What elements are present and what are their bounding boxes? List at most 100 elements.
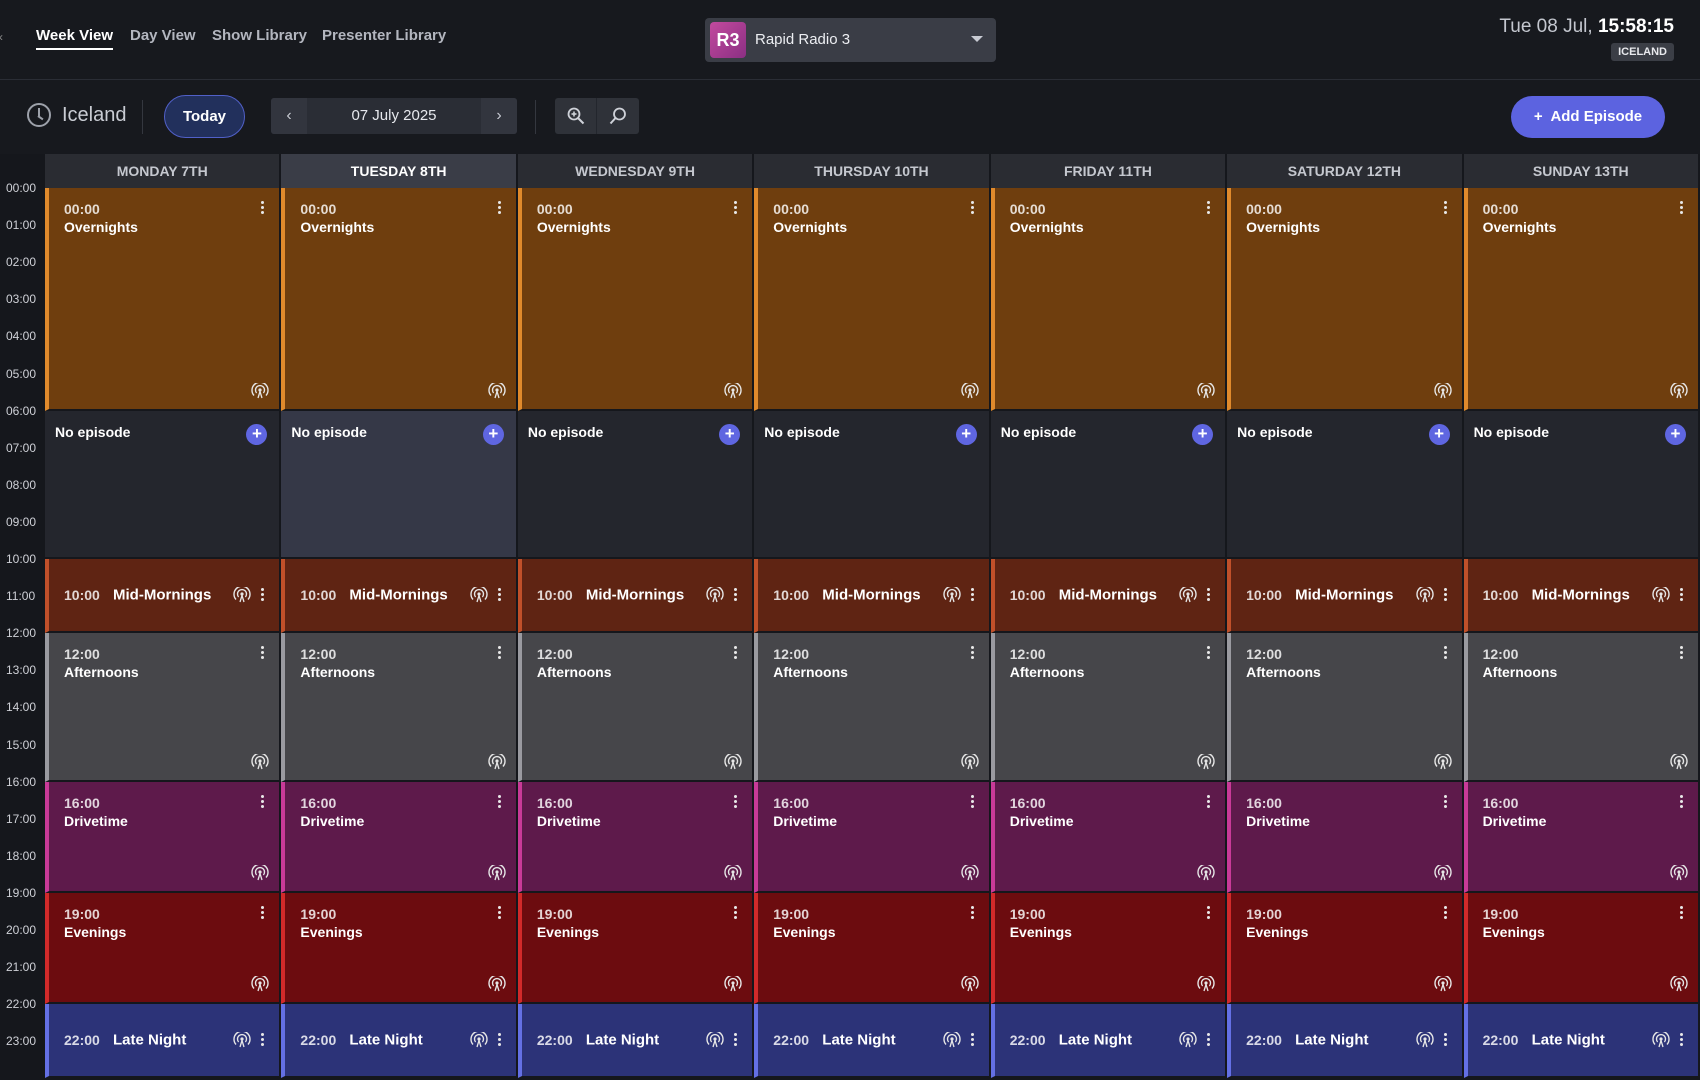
tab-day-view[interactable]: Day View [130, 27, 196, 44]
episode-block[interactable]: 10:00 Mid-Mornings [1463, 559, 1698, 634]
more-options-icon[interactable] [1207, 588, 1211, 602]
more-options-icon[interactable] [497, 1033, 502, 1047]
station-selector[interactable]: R3 Rapid Radio 3 [705, 18, 996, 62]
episode-block[interactable]: 12:00 Afternoons [517, 633, 753, 782]
episode-block[interactable]: 19:00 Evenings [517, 892, 753, 1005]
more-options-icon[interactable] [734, 1033, 738, 1047]
episode-block[interactable]: 00:00 Overnights [1227, 188, 1462, 411]
episode-block[interactable]: 12:00 Afternoons [1463, 633, 1698, 782]
more-options-icon[interactable] [261, 201, 265, 215]
more-options-icon[interactable] [970, 646, 975, 660]
more-options-icon[interactable] [261, 905, 265, 920]
more-options-icon[interactable] [1207, 201, 1211, 215]
tab-show-library[interactable]: Show Library [212, 27, 308, 44]
more-options-icon[interactable] [261, 794, 265, 809]
add-episode-icon[interactable]: + [1428, 423, 1450, 445]
episode-block[interactable]: 12:00 Afternoons [281, 633, 516, 782]
more-options-icon[interactable] [1679, 794, 1684, 809]
zoom-out-button[interactable] [597, 98, 639, 134]
more-options-icon[interactable] [734, 905, 738, 920]
episode-block[interactable]: 12:00 Afternoons [754, 633, 989, 782]
empty-slot[interactable]: No episode + [1227, 410, 1462, 559]
episode-block[interactable]: 12:00 Afternoons [1227, 633, 1462, 782]
episode-block[interactable]: 00:00 Overnights [990, 188, 1226, 411]
more-options-icon[interactable] [1443, 201, 1448, 215]
episode-block[interactable]: 16:00 Drivetime [1463, 781, 1698, 893]
more-options-icon[interactable] [261, 646, 265, 660]
episode-block[interactable]: 12:00 Afternoons [45, 633, 280, 782]
episode-block[interactable]: 19:00 Evenings [281, 892, 516, 1005]
add-episode-icon[interactable]: + [1664, 423, 1686, 445]
empty-slot[interactable]: No episode + [1463, 410, 1698, 559]
episode-block[interactable]: 10:00 Mid-Mornings [517, 559, 753, 634]
collapse-arrow-icon[interactable]: ‹ [0, 30, 3, 44]
more-options-icon[interactable] [497, 905, 502, 920]
more-options-icon[interactable] [1443, 1033, 1448, 1047]
more-options-icon[interactable] [1679, 905, 1684, 920]
more-options-icon[interactable] [734, 794, 738, 809]
episode-block[interactable]: 16:00 Drivetime [754, 781, 989, 893]
more-options-icon[interactable] [1443, 905, 1448, 920]
more-options-icon[interactable] [1207, 794, 1211, 809]
more-options-icon[interactable] [734, 201, 738, 215]
current-date-field[interactable]: 07 July 2025 [351, 107, 437, 124]
today-button[interactable]: Today [164, 95, 245, 138]
episode-block[interactable]: 16:00 Drivetime [990, 781, 1226, 893]
more-options-icon[interactable] [970, 1033, 975, 1047]
more-options-icon[interactable] [1679, 588, 1684, 602]
episode-block[interactable]: 16:00 Drivetime [517, 781, 753, 893]
more-options-icon[interactable] [1207, 646, 1211, 660]
episode-block[interactable]: 22:00 Late Night [281, 1004, 516, 1079]
episode-block[interactable]: 22:00 Late Night [517, 1004, 753, 1079]
chevron-left-icon[interactable]: ‹ [271, 98, 307, 134]
episode-block[interactable]: 22:00 Late Night [45, 1004, 280, 1079]
add-episode-icon[interactable]: + [955, 423, 977, 445]
episode-block[interactable]: 00:00 Overnights [517, 188, 753, 411]
more-options-icon[interactable] [497, 646, 502, 660]
more-options-icon[interactable] [1679, 1033, 1684, 1047]
episode-block[interactable]: 22:00 Late Night [990, 1004, 1226, 1079]
episode-block[interactable]: 19:00 Evenings [1463, 892, 1698, 1005]
more-options-icon[interactable] [734, 588, 738, 602]
episode-block[interactable]: 19:00 Evenings [45, 892, 280, 1005]
episode-block[interactable]: 16:00 Drivetime [45, 781, 280, 893]
more-options-icon[interactable] [1443, 646, 1448, 660]
empty-slot[interactable]: No episode + [281, 410, 516, 559]
add-episode-icon[interactable]: + [482, 423, 504, 445]
episode-block[interactable]: 10:00 Mid-Mornings [45, 559, 280, 634]
chevron-right-icon[interactable]: › [481, 98, 517, 134]
more-options-icon[interactable] [497, 794, 502, 809]
more-options-icon[interactable] [1679, 201, 1684, 215]
more-options-icon[interactable] [1443, 588, 1448, 602]
episode-block[interactable]: 00:00 Overnights [754, 188, 989, 411]
add-episode-icon[interactable]: + [246, 423, 268, 445]
episode-block[interactable]: 10:00 Mid-Mornings [990, 559, 1226, 634]
more-options-icon[interactable] [970, 905, 975, 920]
more-options-icon[interactable] [497, 201, 502, 215]
more-options-icon[interactable] [1207, 905, 1211, 920]
episode-block[interactable]: 19:00 Evenings [754, 892, 989, 1005]
episode-block[interactable]: 10:00 Mid-Mornings [1227, 559, 1462, 634]
tab-week-view[interactable]: Week View [36, 27, 113, 50]
more-options-icon[interactable] [497, 588, 502, 602]
zoom-in-button[interactable] [555, 98, 597, 134]
episode-block[interactable]: 16:00 Drivetime [281, 781, 516, 893]
episode-block[interactable]: 00:00 Overnights [45, 188, 280, 411]
more-options-icon[interactable] [261, 588, 265, 602]
tab-presenter-library[interactable]: Presenter Library [322, 27, 447, 44]
episode-block[interactable]: 00:00 Overnights [281, 188, 516, 411]
more-options-icon[interactable] [1207, 1033, 1211, 1047]
episode-block[interactable]: 22:00 Late Night [1463, 1004, 1698, 1079]
episode-block[interactable]: 22:00 Late Night [1227, 1004, 1462, 1079]
more-options-icon[interactable] [970, 588, 975, 602]
add-episode-icon[interactable]: + [1192, 423, 1214, 445]
episode-block[interactable]: 16:00 Drivetime [1227, 781, 1462, 893]
empty-slot[interactable]: No episode + [45, 410, 280, 559]
empty-slot[interactable]: No episode + [754, 410, 989, 559]
episode-block[interactable]: 22:00 Late Night [754, 1004, 989, 1079]
episode-block[interactable]: 19:00 Evenings [990, 892, 1226, 1005]
episode-block[interactable]: 10:00 Mid-Mornings [281, 559, 516, 634]
more-options-icon[interactable] [970, 201, 975, 215]
more-options-icon[interactable] [734, 646, 738, 660]
add-episode-button[interactable]: + Add Episode [1511, 96, 1665, 138]
